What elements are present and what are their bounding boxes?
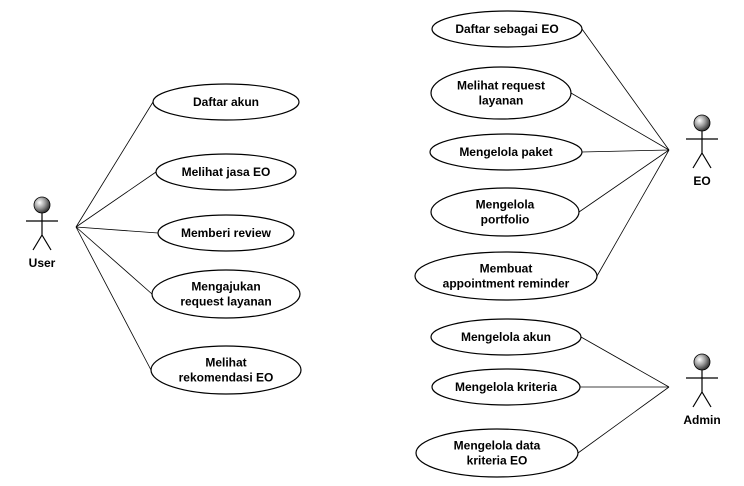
use-case-label: appointment reminder [443,277,570,291]
use-case-ellipse[interactable] [431,368,581,406]
use-case-label: Mengelola data [454,439,541,453]
association-eo-daftar-sebagai-eo [581,28,670,151]
use-case-ellipse[interactable] [152,83,300,121]
actor-head-icon [693,353,711,371]
use-case-label: Melihat jasa EO [182,165,271,179]
association-eo-mengelola-portfolio [578,149,670,213]
use-case-label: Membuat [480,262,533,276]
association-user-mengajukan-request [75,226,153,295]
use-case-daftar-sebagai-eo[interactable]: Daftar sebagai EO [431,10,583,48]
actor-admin[interactable]: Admin [683,353,721,427]
use-case-label: rekomendasi EO [179,371,274,385]
use-cases: Daftar akun Melihat jasa EO Memberi review… [150,10,598,478]
use-case-label: Mengelola kriteria [455,380,557,394]
use-case-ellipse[interactable] [415,428,579,478]
association-user-melihat-rekomendasi [75,226,152,371]
use-case-label: Mengelola [476,198,535,212]
use-case-mengelola-kriteria[interactable]: Mengelola kriteria [431,368,581,406]
use-case-label: request layanan [180,295,271,309]
use-case-ellipse[interactable] [430,318,582,356]
association-eo-melihat-request [570,92,670,151]
association-lines [75,28,670,454]
stick-figure-icon [26,213,58,251]
association-admin-mengelola-data-kriteria [577,386,670,454]
actors: User EO Admin [26,114,721,427]
use-case-ellipse[interactable] [157,214,295,252]
use-case-label: Daftar sebagai EO [455,22,558,36]
actor-label: EO [693,174,710,188]
association-user-melihat-jasa-eo [75,171,157,228]
use-case-ellipse[interactable] [431,10,583,48]
actor-head-icon [33,196,51,214]
association-eo-mengelola-paket [581,149,670,153]
use-case-label: layanan [479,94,524,108]
use-case-label: kriteria EO [467,454,528,468]
use-case-ellipse[interactable] [155,153,297,191]
stick-figure-icon [686,370,718,408]
use-case-daftar-akun[interactable]: Daftar akun [152,83,300,121]
use-case-ellipse[interactable] [429,133,583,171]
use-case-label: portfolio [481,213,530,227]
use-case-label: Mengelola akun [461,330,551,344]
use-case-memberi-review[interactable]: Memberi review [157,214,295,252]
use-case-label: Mengelola paket [459,145,552,159]
association-user-daftar-akun [75,101,154,228]
use-case-mengelola-paket[interactable]: Mengelola paket [429,133,583,171]
association-eo-membuat-reminder [596,149,670,277]
stick-figure-icon [686,131,718,169]
use-case-label: Mengajukan [191,280,260,294]
use-case-label: Melihat [205,356,246,370]
actor-label: User [29,256,56,270]
use-case-label: Memberi review [181,226,272,240]
use-case-label: Daftar akun [193,95,259,109]
association-user-memberi-review [75,226,159,234]
actor-head-icon [693,114,711,132]
use-case-melihat-jasa-eo[interactable]: Melihat jasa EO [155,153,297,191]
actor-label: Admin [683,413,720,427]
actor-eo[interactable]: EO [686,114,718,188]
association-admin-mengelola-akun [580,336,670,388]
use-case-ellipse[interactable] [430,66,572,120]
use-case-ellipse[interactable] [150,345,302,395]
use-case-ellipse[interactable] [414,251,598,301]
use-case-label: Melihat request [457,79,545,93]
actor-user[interactable]: User [26,196,58,270]
use-case-ellipse[interactable] [151,269,301,319]
use-case-mengelola-akun[interactable]: Mengelola akun [430,318,582,356]
use-case-ellipse[interactable] [430,187,580,237]
